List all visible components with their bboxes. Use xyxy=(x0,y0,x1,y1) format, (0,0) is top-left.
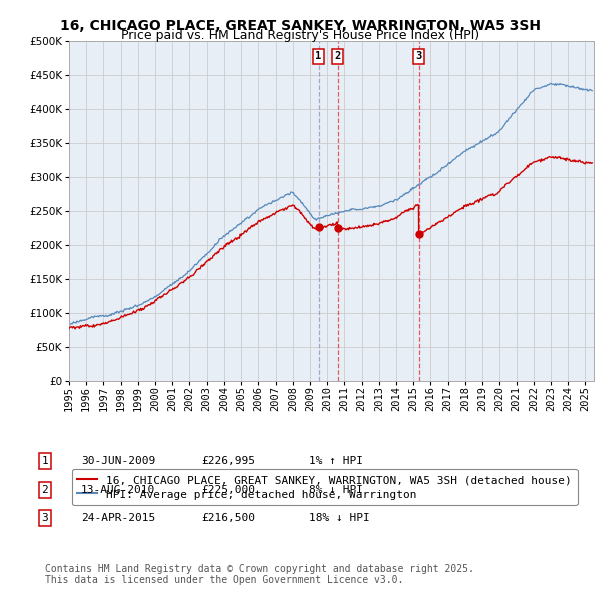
Text: 3: 3 xyxy=(415,51,422,61)
Text: 1: 1 xyxy=(316,51,322,61)
Text: 13-AUG-2010: 13-AUG-2010 xyxy=(81,485,155,494)
Text: £225,000: £225,000 xyxy=(201,485,255,494)
Text: 2: 2 xyxy=(41,485,49,494)
Text: 16, CHICAGO PLACE, GREAT SANKEY, WARRINGTON, WA5 3SH: 16, CHICAGO PLACE, GREAT SANKEY, WARRING… xyxy=(59,19,541,33)
Text: £226,995: £226,995 xyxy=(201,457,255,466)
Text: 24-APR-2015: 24-APR-2015 xyxy=(81,513,155,523)
Text: 3: 3 xyxy=(41,513,49,523)
Text: Contains HM Land Registry data © Crown copyright and database right 2025.
This d: Contains HM Land Registry data © Crown c… xyxy=(45,563,474,585)
Text: 1: 1 xyxy=(41,457,49,466)
Text: 18% ↓ HPI: 18% ↓ HPI xyxy=(309,513,370,523)
Legend: 16, CHICAGO PLACE, GREAT SANKEY, WARRINGTON, WA5 3SH (detached house), HPI: Aver: 16, CHICAGO PLACE, GREAT SANKEY, WARRING… xyxy=(72,469,578,505)
Text: 8% ↓ HPI: 8% ↓ HPI xyxy=(309,485,363,494)
Text: 30-JUN-2009: 30-JUN-2009 xyxy=(81,457,155,466)
Text: 2: 2 xyxy=(335,51,341,61)
Text: Price paid vs. HM Land Registry's House Price Index (HPI): Price paid vs. HM Land Registry's House … xyxy=(121,30,479,42)
Text: 1% ↑ HPI: 1% ↑ HPI xyxy=(309,457,363,466)
Text: £216,500: £216,500 xyxy=(201,513,255,523)
